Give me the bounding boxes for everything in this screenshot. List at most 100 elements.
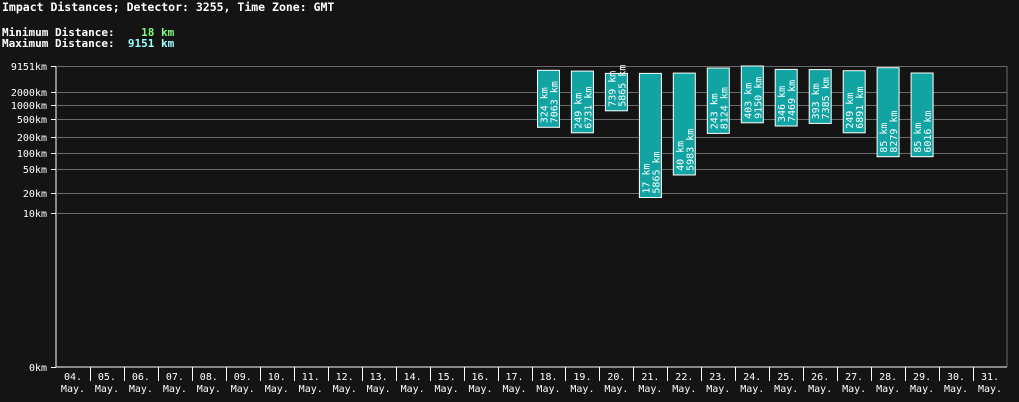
x-tick-day: 23. (709, 372, 727, 383)
x-tick-month: May. (265, 384, 289, 395)
x-tick-month: May. (231, 384, 255, 395)
bar-min-label: 249 km (573, 93, 584, 129)
x-tick-day: 11. (302, 372, 320, 383)
bar-max-label: 6891 km (855, 87, 866, 129)
x-tick-month: May. (163, 384, 187, 395)
bar-min-label: 739 km (607, 71, 618, 107)
x-tick-day: 22. (675, 372, 693, 383)
x-tick-month: May. (706, 384, 730, 395)
bar-max-label: 8124 km (719, 87, 730, 129)
max-distance-value: 9151 km (127, 37, 175, 50)
x-tick-day: 19. (573, 372, 591, 383)
bar-max-label: 7469 km (787, 80, 798, 122)
x-tick-day: 14. (404, 372, 422, 383)
bar-max-label: 6016 km (923, 111, 934, 153)
x-tick-day: 10. (268, 372, 286, 383)
x-tick-day: 09. (234, 372, 252, 383)
x-tick-day: 16. (472, 372, 490, 383)
y-tick-label: 20km (23, 189, 47, 200)
x-tick-day: 17. (505, 372, 523, 383)
x-tick-month: May. (740, 384, 764, 395)
bar-min-label: 85 km (879, 123, 890, 153)
x-tick-month: May. (333, 384, 357, 395)
bar-min-label: 243 km (709, 93, 720, 129)
y-tick-label: 0km (29, 363, 47, 374)
y-tick-label: 100km (17, 149, 47, 160)
x-tick-day: 04. (64, 372, 82, 383)
distance-bar (842, 70, 866, 134)
x-tick-day: 15. (438, 372, 456, 383)
bar-min-label: 40 km (675, 141, 686, 171)
distance-bar (638, 72, 662, 198)
x-tick-month: May. (604, 384, 628, 395)
x-tick-day: 21. (641, 372, 659, 383)
bar-max-label: 6731 km (583, 87, 594, 129)
distance-bar (604, 72, 628, 112)
x-tick-month: May. (197, 384, 221, 395)
x-tick-day: 30. (947, 372, 965, 383)
x-tick-month: May. (842, 384, 866, 395)
x-tick-day: 27. (845, 372, 863, 383)
chart-grid (55, 66, 1008, 368)
x-axis-ticks: 04.May.05.May.06.May.07.May.08.May.09.Ma… (61, 367, 1002, 395)
bar-min-label: 346 km (777, 86, 788, 122)
bar-max-label: 5983 km (685, 129, 696, 171)
max-distance-row: Maximum Distance: 9151 km (2, 37, 174, 50)
x-tick-day: 29. (913, 372, 931, 383)
bar-max-label: 7385 km (821, 77, 832, 119)
y-tick-label: 2000km (11, 88, 47, 99)
y-tick-label: 200km (17, 133, 47, 144)
x-tick-month: May. (910, 384, 934, 395)
bar-max-label: 8279 km (889, 111, 900, 153)
y-tick-label: 10km (23, 209, 47, 220)
x-tick-month: May. (502, 384, 526, 395)
distance-bar (672, 72, 696, 176)
x-tick-month: May. (978, 384, 1002, 395)
x-tick-day: 25. (777, 372, 795, 383)
distance-bar (740, 65, 764, 124)
y-axis-ticks: 0km 10km 20km 50km 100km 200km 500km 1000km 2000… (11, 62, 56, 374)
bar-min-label: 249 km (845, 93, 856, 129)
x-tick-day: 13. (370, 372, 388, 383)
chart-title: Impact Distances; Detector: 3255, Time Z… (2, 0, 335, 14)
bar-min-label: 324 km (540, 87, 551, 123)
chart-bars: 324 km 7063 km 249 km 6731 km 739 km 5865 km1… (537, 65, 934, 198)
x-tick-day: 18. (539, 372, 557, 383)
bar-max-label: 7063 km (550, 81, 561, 123)
x-tick-month: May. (672, 384, 696, 395)
y-tick-label: 50km (23, 165, 47, 176)
x-tick-month: May. (570, 384, 594, 395)
x-tick-month: May. (401, 384, 425, 395)
distance-bar (876, 67, 900, 158)
x-tick-month: May. (129, 384, 153, 395)
x-tick-month: May. (536, 384, 560, 395)
x-tick-month: May. (808, 384, 832, 395)
distance-bar (774, 68, 798, 127)
distance-bar (706, 67, 730, 134)
x-tick-day: 24. (743, 372, 761, 383)
x-tick-day: 31. (981, 372, 999, 383)
distance-bar (808, 69, 832, 124)
x-tick-month: May. (299, 384, 323, 395)
bar-min-label: 393 km (811, 83, 822, 119)
x-tick-day: 06. (132, 372, 150, 383)
x-tick-month: May. (876, 384, 900, 395)
min-distance-row: Minimum Distance: 18 km (2, 26, 174, 39)
x-tick-day: 08. (200, 372, 218, 383)
y-tick-label: 1000km (11, 101, 47, 112)
min-distance-label: Minimum Distance: (2, 26, 115, 39)
x-tick-month: May. (638, 384, 662, 395)
bar-max-label: 9150 km (753, 77, 764, 119)
distance-bar (537, 69, 560, 128)
x-tick-day: 20. (607, 372, 625, 383)
x-tick-month: May. (944, 384, 968, 395)
distance-bar (910, 72, 934, 158)
x-tick-month: May. (774, 384, 798, 395)
x-tick-day: 26. (811, 372, 829, 383)
y-tick-label: 9151km (11, 62, 47, 73)
x-tick-day: 05. (98, 372, 116, 383)
bar-max-label: 5865 km (617, 65, 628, 107)
bar-min-label: 85 km (913, 123, 924, 153)
x-tick-month: May. (367, 384, 391, 395)
min-distance-value: 18 km (141, 26, 175, 39)
